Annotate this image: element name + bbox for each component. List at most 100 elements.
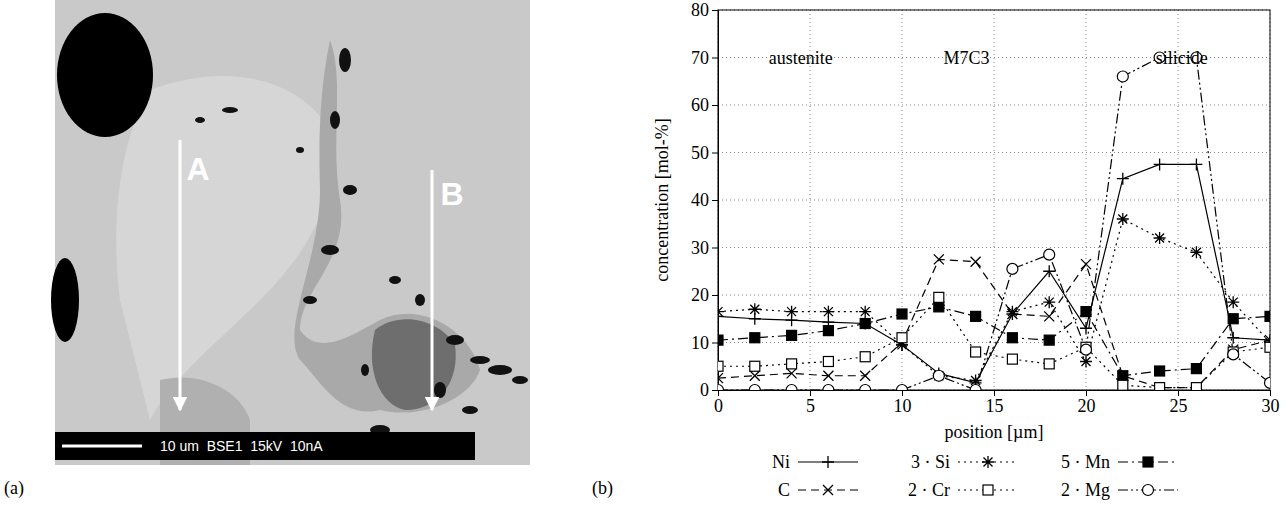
data-point: [822, 306, 834, 318]
inclusion: [195, 117, 205, 123]
legend-label: Ni: [772, 452, 790, 472]
data-point: [934, 302, 944, 312]
data-point: [787, 330, 797, 340]
legend-marker: [1143, 457, 1153, 467]
tick-mark: [712, 295, 718, 296]
series-line: [718, 164, 1270, 383]
tick-mark: [712, 153, 718, 154]
data-point: [718, 373, 723, 383]
data-point: [823, 371, 833, 381]
inclusion: [446, 335, 464, 345]
silicide-region: [372, 319, 456, 410]
data-point: [860, 352, 870, 362]
grid-line: [718, 342, 1270, 343]
tick: 10: [894, 390, 912, 416]
figure: AB10 um BSE1 15kV 10nA(a)051015202530010…: [0, 0, 1288, 505]
data-point: [859, 318, 871, 330]
series-line: [718, 58, 1270, 391]
data-point: [1007, 309, 1017, 319]
tick-label: 0: [714, 396, 723, 416]
data-point: [1265, 311, 1270, 321]
data-point: [823, 385, 834, 391]
data-point: [1080, 322, 1092, 334]
data-point: [749, 303, 761, 315]
data-point: [718, 385, 724, 391]
tick: 60: [691, 95, 718, 115]
tick: 30: [691, 238, 718, 258]
carbide-network: [294, 40, 480, 413]
tick-label: 30: [1262, 396, 1280, 416]
data-point: [1043, 265, 1055, 277]
tick-label: 30: [691, 238, 709, 258]
data-point: [1155, 383, 1165, 390]
tick-label: 50: [691, 143, 709, 163]
tick: 20: [691, 285, 718, 305]
tick-mark: [712, 390, 718, 391]
x-axis: 051015202530: [714, 390, 1280, 416]
tick-label: 5: [806, 396, 815, 416]
tick: 25: [1170, 390, 1188, 416]
data-point: [1154, 232, 1166, 244]
inclusion: [339, 48, 351, 72]
panel-label: (b): [592, 478, 613, 499]
tick-label: 25: [1170, 396, 1188, 416]
data-point: [933, 370, 945, 382]
data-point: [1117, 213, 1129, 225]
tick-label: 80: [691, 0, 709, 20]
data-point: [971, 257, 981, 267]
data-point: [1007, 263, 1018, 274]
grid-line: [718, 105, 1270, 106]
tick-label: 60: [691, 95, 709, 115]
tick-mark: [712, 10, 718, 11]
grid-line: [718, 247, 1270, 248]
tick-label: 10: [894, 396, 912, 416]
legend-marker: [823, 485, 833, 495]
data-point: [1044, 311, 1054, 321]
data-point: [1227, 296, 1239, 308]
data-point: [718, 335, 723, 345]
data-point: [750, 361, 760, 371]
data-point: [1081, 307, 1091, 317]
data-point: [1265, 377, 1271, 388]
legend-marker: [1143, 485, 1154, 496]
inclusion: [462, 406, 478, 414]
data-point: [970, 385, 981, 391]
tick-mark: [712, 105, 718, 106]
series-line: [718, 297, 1270, 387]
data-point: [897, 385, 908, 391]
data-point: [1043, 296, 1055, 308]
tick-mark: [712, 58, 718, 59]
data-point: [786, 385, 797, 391]
data-point: [1155, 366, 1165, 376]
inclusion: [488, 365, 512, 375]
line-scan-arrow: [431, 170, 434, 410]
data-point: [750, 371, 760, 381]
micrograph-background: [55, 0, 530, 465]
inclusion: [222, 107, 238, 113]
grid-line: [718, 295, 1270, 296]
inclusion: [361, 364, 369, 376]
data-point: [1191, 383, 1201, 390]
tick-label: 0: [700, 380, 709, 400]
data-point: [1006, 306, 1018, 318]
data-point: [1190, 158, 1202, 170]
data-point: [1044, 335, 1054, 345]
legend-label: 3 · Si: [911, 452, 950, 472]
data-point: [860, 371, 870, 381]
chart: 05101520253001020304050607080austeniteM7…: [652, 0, 1280, 500]
line-scan-arrow: [179, 140, 182, 410]
inclusion: [303, 296, 317, 304]
data-point: [823, 357, 833, 367]
series-line: [718, 259, 1270, 387]
data-point: [1117, 173, 1129, 185]
inclusion: [343, 185, 357, 195]
data-point: [1118, 380, 1128, 390]
tick: 40: [691, 190, 718, 210]
legend-label: C: [778, 480, 790, 500]
data-point: [1081, 259, 1091, 269]
data-point: [1080, 356, 1092, 368]
data-point: [1044, 249, 1055, 260]
data-point: [787, 368, 797, 378]
inclusion: [512, 376, 528, 384]
legend-label: 2 · Cr: [908, 480, 950, 500]
